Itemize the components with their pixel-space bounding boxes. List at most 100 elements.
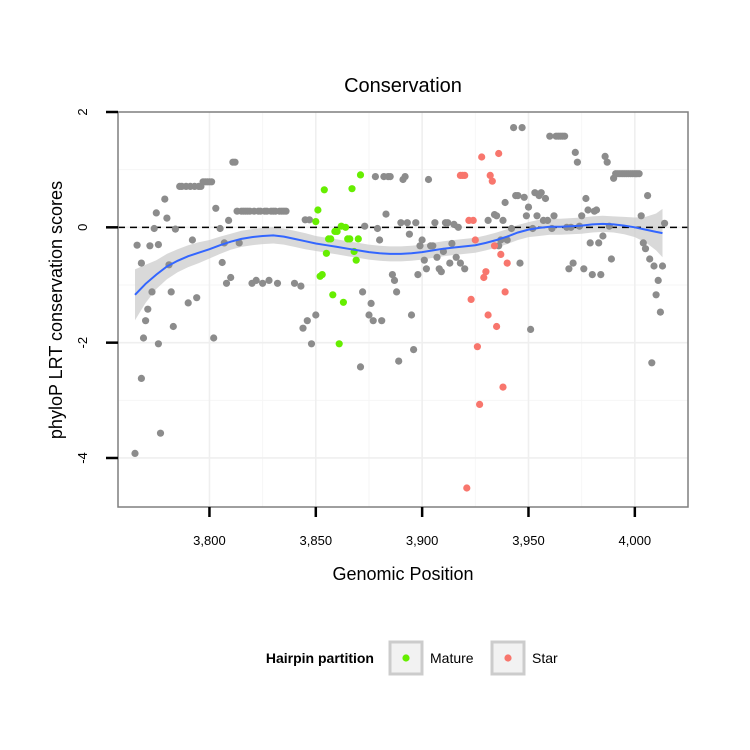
point-other [388,271,396,279]
point-other [133,241,141,249]
point-star [493,322,501,331]
x-tick-label: 3,900 [406,533,439,548]
point-other [167,288,175,296]
point-other [588,271,596,279]
y-axis-label: phyloP LRT conservation scores [46,181,66,439]
point-other [218,258,226,267]
point-other [373,224,382,233]
x-axis: 3,800 3,850 3,900 3,950 4,000 [193,507,651,548]
point-other [522,212,531,220]
point-other [641,245,650,253]
point-other [584,206,592,214]
point-star [484,311,492,319]
point-star [501,288,509,296]
point-other [212,204,220,212]
point-other [216,224,224,233]
point-star [503,259,511,267]
point-other [444,219,452,227]
point-other [571,148,579,156]
point-other [225,216,233,224]
plot-panel-border [117,111,689,508]
point-other [303,317,311,325]
point-other [146,242,154,250]
point-other [654,276,662,284]
point-star [486,171,494,179]
point-other [397,219,405,227]
point-other [452,253,460,261]
x-tick-label: 3,850 [300,533,333,548]
point-other [152,209,160,217]
point-other [161,195,169,203]
point-other [210,334,218,342]
point-star [461,171,469,179]
point-other [658,262,667,270]
point-mature [342,223,350,231]
point-other [578,212,586,220]
point-other [550,212,558,220]
point-other [184,299,192,307]
point-other [282,207,290,215]
point-other [484,216,492,224]
point-other [407,311,416,319]
point-other [378,317,386,325]
point-mature [318,271,326,279]
point-star [469,216,477,224]
point-other [367,299,375,307]
point-other [405,230,413,238]
point-other [376,236,384,244]
point-other [652,291,660,299]
point-other [163,214,171,222]
point-other [273,279,282,287]
point-other [154,241,162,249]
point-other [139,334,148,342]
point-mature [322,249,330,257]
point-star [495,149,503,158]
point-other [369,317,377,325]
grid-major [118,112,688,507]
point-other [193,294,201,302]
chart-title: Conservation [344,75,462,97]
point-other [461,265,469,273]
point-other [259,279,267,287]
x-axis-label: Genomic Position [332,564,473,584]
point-other [359,288,367,296]
point-star [463,484,471,492]
point-other [493,212,501,220]
point-other [403,219,411,227]
point-star [480,273,488,282]
point-other [637,212,645,220]
legend-swatch-star [504,654,512,662]
point-mature [354,235,362,243]
y-tick-label: 0 [75,224,90,231]
point-other [595,239,603,247]
point-other [599,232,607,240]
point-other [573,158,582,166]
point-mature [356,171,365,179]
point-other [154,340,162,348]
y-axis: -4 -2 0 2 [75,108,118,464]
legend: Hairpin partition Mature Star [266,640,558,676]
point-other [137,259,145,267]
point-star [476,400,484,408]
point-other [290,279,299,287]
legend-swatch-mature [402,654,410,662]
point-other [420,256,428,264]
point-other [456,259,464,267]
point-other [565,265,573,273]
point-star [499,383,507,391]
point-other [169,322,177,331]
point-other [148,288,156,296]
legend-title: Hairpin partition [266,650,374,666]
point-other [142,317,150,325]
point-other [580,265,588,273]
point-mature [348,185,356,193]
point-mature [329,291,337,299]
point-other [144,305,152,313]
point-other [499,216,507,224]
point-other [422,265,430,273]
point-other [639,239,647,247]
point-other [546,132,554,140]
point-other [582,194,590,203]
point-star [488,177,496,185]
point-other [412,219,420,227]
